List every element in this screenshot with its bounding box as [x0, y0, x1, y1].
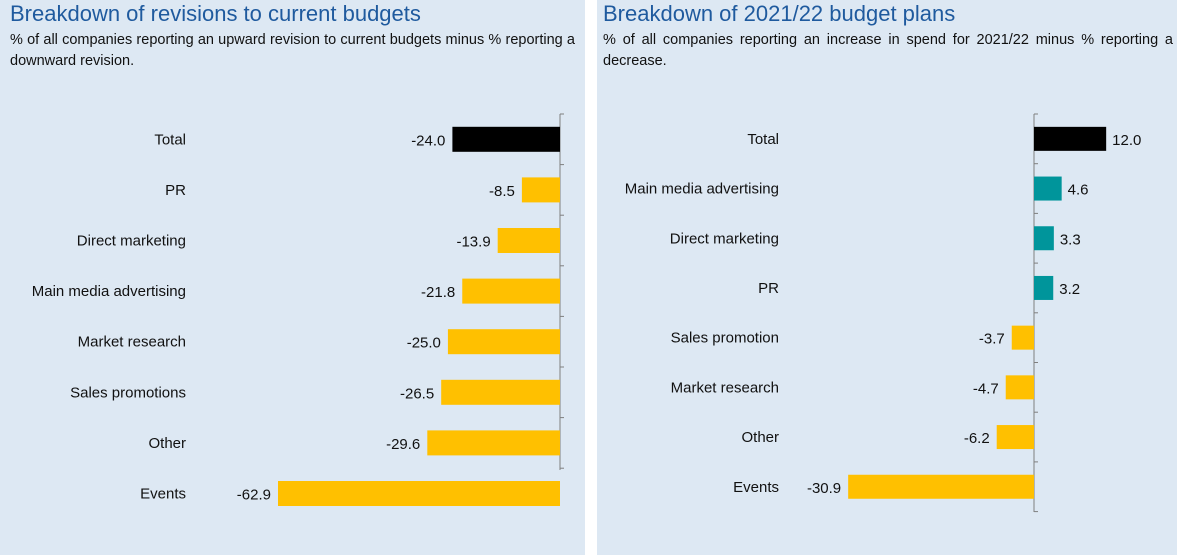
bar	[1034, 226, 1054, 251]
bar-chart-plans: Total 12.0 Main media advertising 4.6 Direct…	[625, 113, 1141, 513]
category-label: Market research	[78, 334, 186, 351]
bar	[1005, 375, 1034, 400]
bar	[462, 278, 560, 304]
data-label: 3.2	[1059, 281, 1080, 298]
bar-chart-revisions: Total -24.0 PR -8.5 Direct marketing -13.9 Mai…	[32, 113, 564, 506]
category-label: Total	[154, 131, 186, 148]
category-label: Direct marketing	[670, 230, 779, 247]
bar	[521, 177, 560, 203]
bar	[1034, 126, 1107, 151]
category-label: Main media advertising	[625, 181, 779, 198]
data-label: -62.9	[237, 487, 271, 504]
bar	[497, 228, 560, 253]
data-label: -4.7	[973, 380, 999, 397]
data-label: -25.0	[407, 335, 441, 352]
chart-subtitle: % of all companies reporting an increase…	[603, 32, 1173, 69]
bar	[1011, 325, 1034, 350]
data-label: -8.5	[489, 183, 515, 200]
bar	[452, 126, 560, 152]
data-label: -21.8	[421, 284, 455, 301]
category-label: Sales promotion	[671, 330, 779, 347]
category-label: Direct marketing	[77, 233, 186, 250]
chart-panel-revisions: Breakdown of revisions to current budget…	[0, 0, 585, 555]
chart-subtitle: % of all companies reporting an upward r…	[10, 32, 575, 69]
bar	[996, 425, 1034, 450]
chart-title: Breakdown of 2021/22 budget plans	[603, 1, 956, 26]
category-label: Market research	[671, 379, 779, 396]
category-label: PR	[165, 182, 186, 199]
data-label: -29.6	[386, 436, 420, 453]
data-label: -26.5	[400, 385, 434, 402]
data-label: -13.9	[456, 234, 490, 251]
category-label: Sales promotions	[70, 384, 186, 401]
bar	[1034, 176, 1062, 201]
category-label: Events	[733, 479, 779, 496]
bar	[441, 379, 560, 405]
data-label: -24.0	[411, 132, 445, 149]
data-label: -6.2	[964, 430, 990, 447]
data-label: -3.7	[979, 331, 1005, 348]
data-label: 12.0	[1112, 132, 1141, 149]
data-label: 4.6	[1068, 182, 1089, 199]
category-label: Other	[741, 429, 779, 446]
bar	[447, 329, 560, 355]
bar	[1034, 275, 1054, 300]
chart-panel-plans: Breakdown of 2021/22 budget plans % of a…	[597, 0, 1177, 555]
bar	[848, 474, 1034, 499]
bar	[278, 481, 560, 506]
category-label: PR	[758, 280, 779, 297]
category-label: Events	[140, 486, 186, 503]
data-label: -30.9	[807, 480, 841, 497]
chart-title: Breakdown of revisions to current budget…	[10, 1, 421, 26]
data-label: 3.3	[1060, 231, 1081, 248]
category-label: Main media advertising	[32, 283, 186, 300]
category-label: Total	[747, 131, 779, 148]
category-label: Other	[148, 435, 186, 452]
bar	[427, 430, 560, 456]
